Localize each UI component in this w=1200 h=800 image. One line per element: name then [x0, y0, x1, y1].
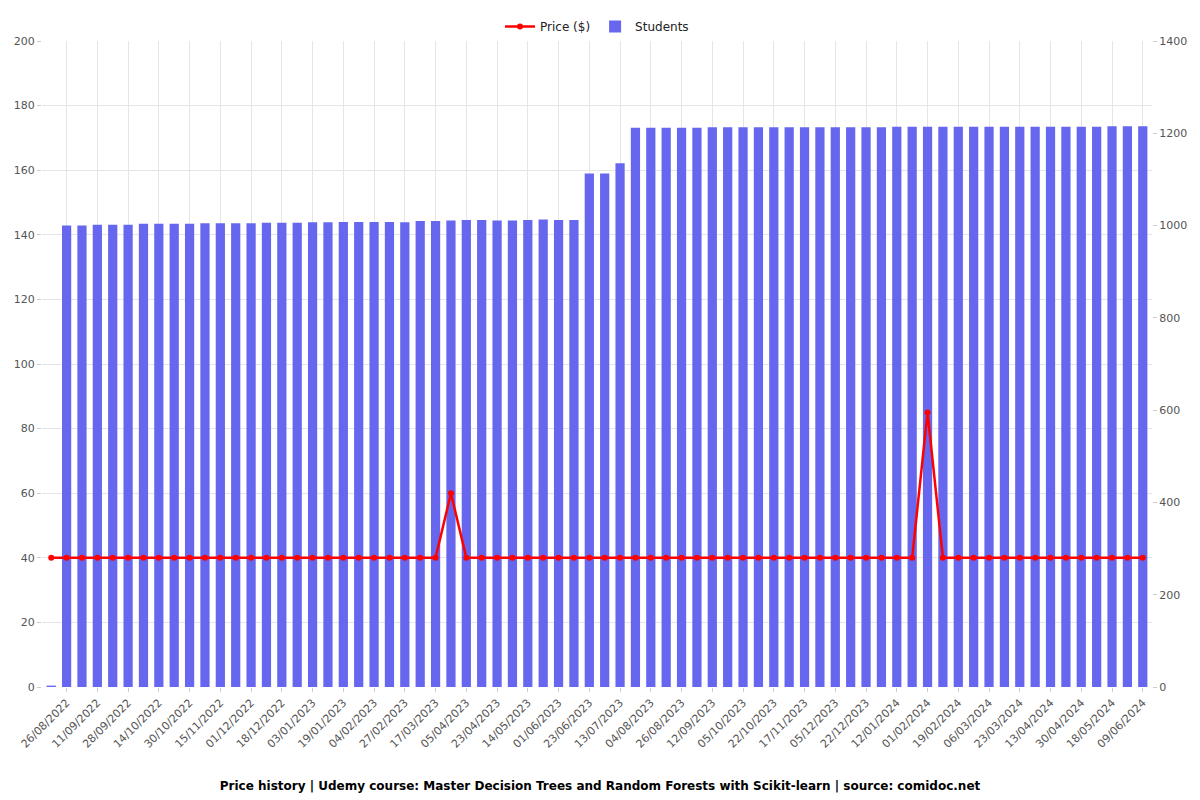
- svg-text:1200: 1200: [1159, 127, 1187, 140]
- svg-text:05/04/2023: 05/04/2023: [418, 697, 472, 751]
- svg-text:04/08/2023: 04/08/2023: [603, 697, 657, 751]
- svg-text:200: 200: [14, 35, 35, 48]
- svg-text:Price ($): Price ($): [540, 20, 590, 34]
- svg-text:01/12/2022: 01/12/2022: [203, 697, 257, 751]
- svg-text:100: 100: [14, 358, 35, 371]
- svg-text:20: 20: [21, 616, 35, 629]
- svg-text:200: 200: [1159, 589, 1180, 602]
- svg-text:400: 400: [1159, 496, 1180, 509]
- svg-text:23/03/2024: 23/03/2024: [972, 697, 1026, 751]
- svg-text:05/12/2023: 05/12/2023: [787, 697, 841, 751]
- svg-text:12/09/2023: 12/09/2023: [664, 697, 718, 751]
- svg-text:09/06/2024: 09/06/2024: [1095, 697, 1149, 751]
- svg-text:140: 140: [14, 229, 35, 242]
- svg-text:26/08/2023: 26/08/2023: [634, 697, 688, 751]
- svg-text:06/03/2024: 06/03/2024: [941, 697, 995, 751]
- svg-text:19/02/2024: 19/02/2024: [910, 697, 964, 751]
- svg-text:23/04/2023: 23/04/2023: [449, 697, 503, 751]
- svg-text:28/09/2022: 28/09/2022: [80, 697, 134, 751]
- svg-text:22/12/2023: 22/12/2023: [818, 697, 872, 751]
- svg-text:120: 120: [14, 293, 35, 306]
- svg-text:19/01/2023: 19/01/2023: [295, 697, 349, 751]
- svg-text:13/04/2024: 13/04/2024: [1003, 697, 1057, 751]
- svg-text:800: 800: [1159, 312, 1180, 325]
- svg-text:14/05/2023: 14/05/2023: [480, 697, 534, 751]
- svg-text:05/10/2023: 05/10/2023: [695, 697, 749, 751]
- svg-text:30/10/2022: 30/10/2022: [142, 697, 196, 751]
- svg-text:01/02/2024: 01/02/2024: [880, 697, 934, 751]
- svg-text:01/06/2023: 01/06/2023: [511, 697, 565, 751]
- svg-text:17/03/2023: 17/03/2023: [388, 697, 442, 751]
- svg-text:80: 80: [21, 422, 35, 435]
- svg-text:04/02/2023: 04/02/2023: [326, 697, 380, 751]
- svg-text:13/07/2023: 13/07/2023: [572, 697, 626, 751]
- svg-text:600: 600: [1159, 404, 1180, 417]
- svg-text:1000: 1000: [1159, 219, 1187, 232]
- svg-text:14/10/2022: 14/10/2022: [111, 697, 165, 751]
- svg-text:1400: 1400: [1159, 35, 1187, 48]
- svg-text:0: 0: [1159, 681, 1166, 694]
- svg-text:23/06/2023: 23/06/2023: [541, 697, 595, 751]
- svg-text:Price history | Udemy course:: Price history | Udemy course: Master Dec…: [220, 779, 981, 793]
- svg-text:180: 180: [14, 99, 35, 112]
- svg-text:15/11/2022: 15/11/2022: [172, 697, 226, 751]
- svg-text:18/05/2024: 18/05/2024: [1064, 697, 1118, 751]
- svg-text:22/10/2023: 22/10/2023: [726, 697, 780, 751]
- svg-text:27/02/2023: 27/02/2023: [357, 697, 411, 751]
- svg-text:26/08/2022: 26/08/2022: [19, 697, 73, 751]
- svg-text:40: 40: [21, 552, 35, 565]
- svg-text:0: 0: [28, 681, 35, 694]
- svg-text:12/01/2024: 12/01/2024: [849, 697, 903, 751]
- svg-text:Students: Students: [635, 20, 689, 34]
- svg-text:30/04/2024: 30/04/2024: [1033, 697, 1087, 751]
- svg-text:18/12/2022: 18/12/2022: [234, 697, 288, 751]
- svg-text:60: 60: [21, 487, 35, 500]
- svg-text:17/11/2023: 17/11/2023: [757, 697, 811, 751]
- svg-text:160: 160: [14, 164, 35, 177]
- svg-text:11/09/2022: 11/09/2022: [49, 697, 103, 751]
- svg-text:03/01/2023: 03/01/2023: [265, 697, 319, 751]
